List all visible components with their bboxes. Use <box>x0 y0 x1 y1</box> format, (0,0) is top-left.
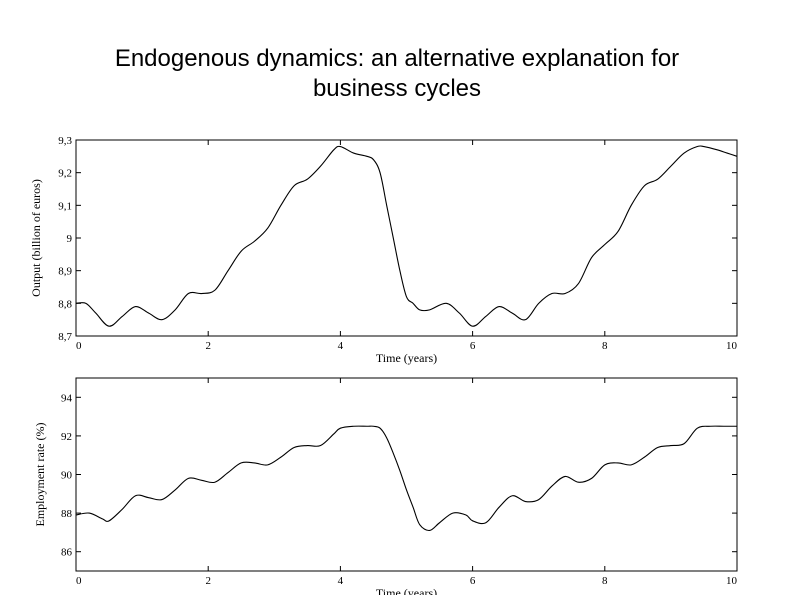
y-tick-label: 9,1 <box>58 200 72 212</box>
x-tick-label: 6 <box>470 575 476 587</box>
x-tick-label: 0 <box>76 575 82 587</box>
y-tick-label: 8,8 <box>58 298 72 310</box>
y-tick-label: 92 <box>61 431 72 443</box>
y-tick-label: 86 <box>61 547 73 559</box>
employment-series-line <box>75 425 737 532</box>
y-tick-label: 9,2 <box>58 168 72 180</box>
y-axis-label: Output (billion of euros) <box>29 179 43 297</box>
slide-title: Endogenous dynamics: an alternative expl… <box>0 44 794 104</box>
plot-frame <box>75 377 738 572</box>
output-series-line <box>75 145 738 327</box>
x-tick-label: 10 <box>726 340 738 352</box>
y-axis-label: Employment rate (%) <box>33 423 47 527</box>
x-tick-label: 8 <box>602 340 608 352</box>
y-tick-label: 88 <box>61 508 73 520</box>
plot-frame <box>75 139 738 337</box>
x-tick-label: 0 <box>76 340 82 352</box>
slide-title-line-2: business cycles <box>312 75 482 102</box>
y-tick-label: 90 <box>61 470 73 482</box>
x-tick-label: 4 <box>338 340 344 352</box>
x-axis-label: Time (years) <box>376 351 437 365</box>
x-tick-label: 10 <box>726 575 738 587</box>
y-tick-label: 9,3 <box>58 135 72 147</box>
x-tick-label: 8 <box>602 575 608 587</box>
x-tick-label: 2 <box>205 340 211 352</box>
y-tick-label: 8,7 <box>58 331 72 343</box>
employment-chart: 0 2 4 6 8 10 86 88 90 92 94 Time (years) Employment … <box>33 377 738 595</box>
y-tick-label: 94 <box>61 392 73 404</box>
output-chart: 0 2 4 6 8 10 8,7 8,8 8,9 9 9,1 9,2 9,3 Time (years) Ou… <box>29 135 738 365</box>
x-tick-label: 2 <box>205 575 211 587</box>
x-tick-label: 4 <box>338 575 344 587</box>
x-axis-label: Time (years) <box>376 586 437 595</box>
slide-title-line-1: Endogenous dynamics: an alternative expl… <box>114 45 680 72</box>
y-tick-label: 8,9 <box>58 266 72 278</box>
x-tick-label: 6 <box>470 340 476 352</box>
y-tick-label: 9 <box>67 233 73 245</box>
